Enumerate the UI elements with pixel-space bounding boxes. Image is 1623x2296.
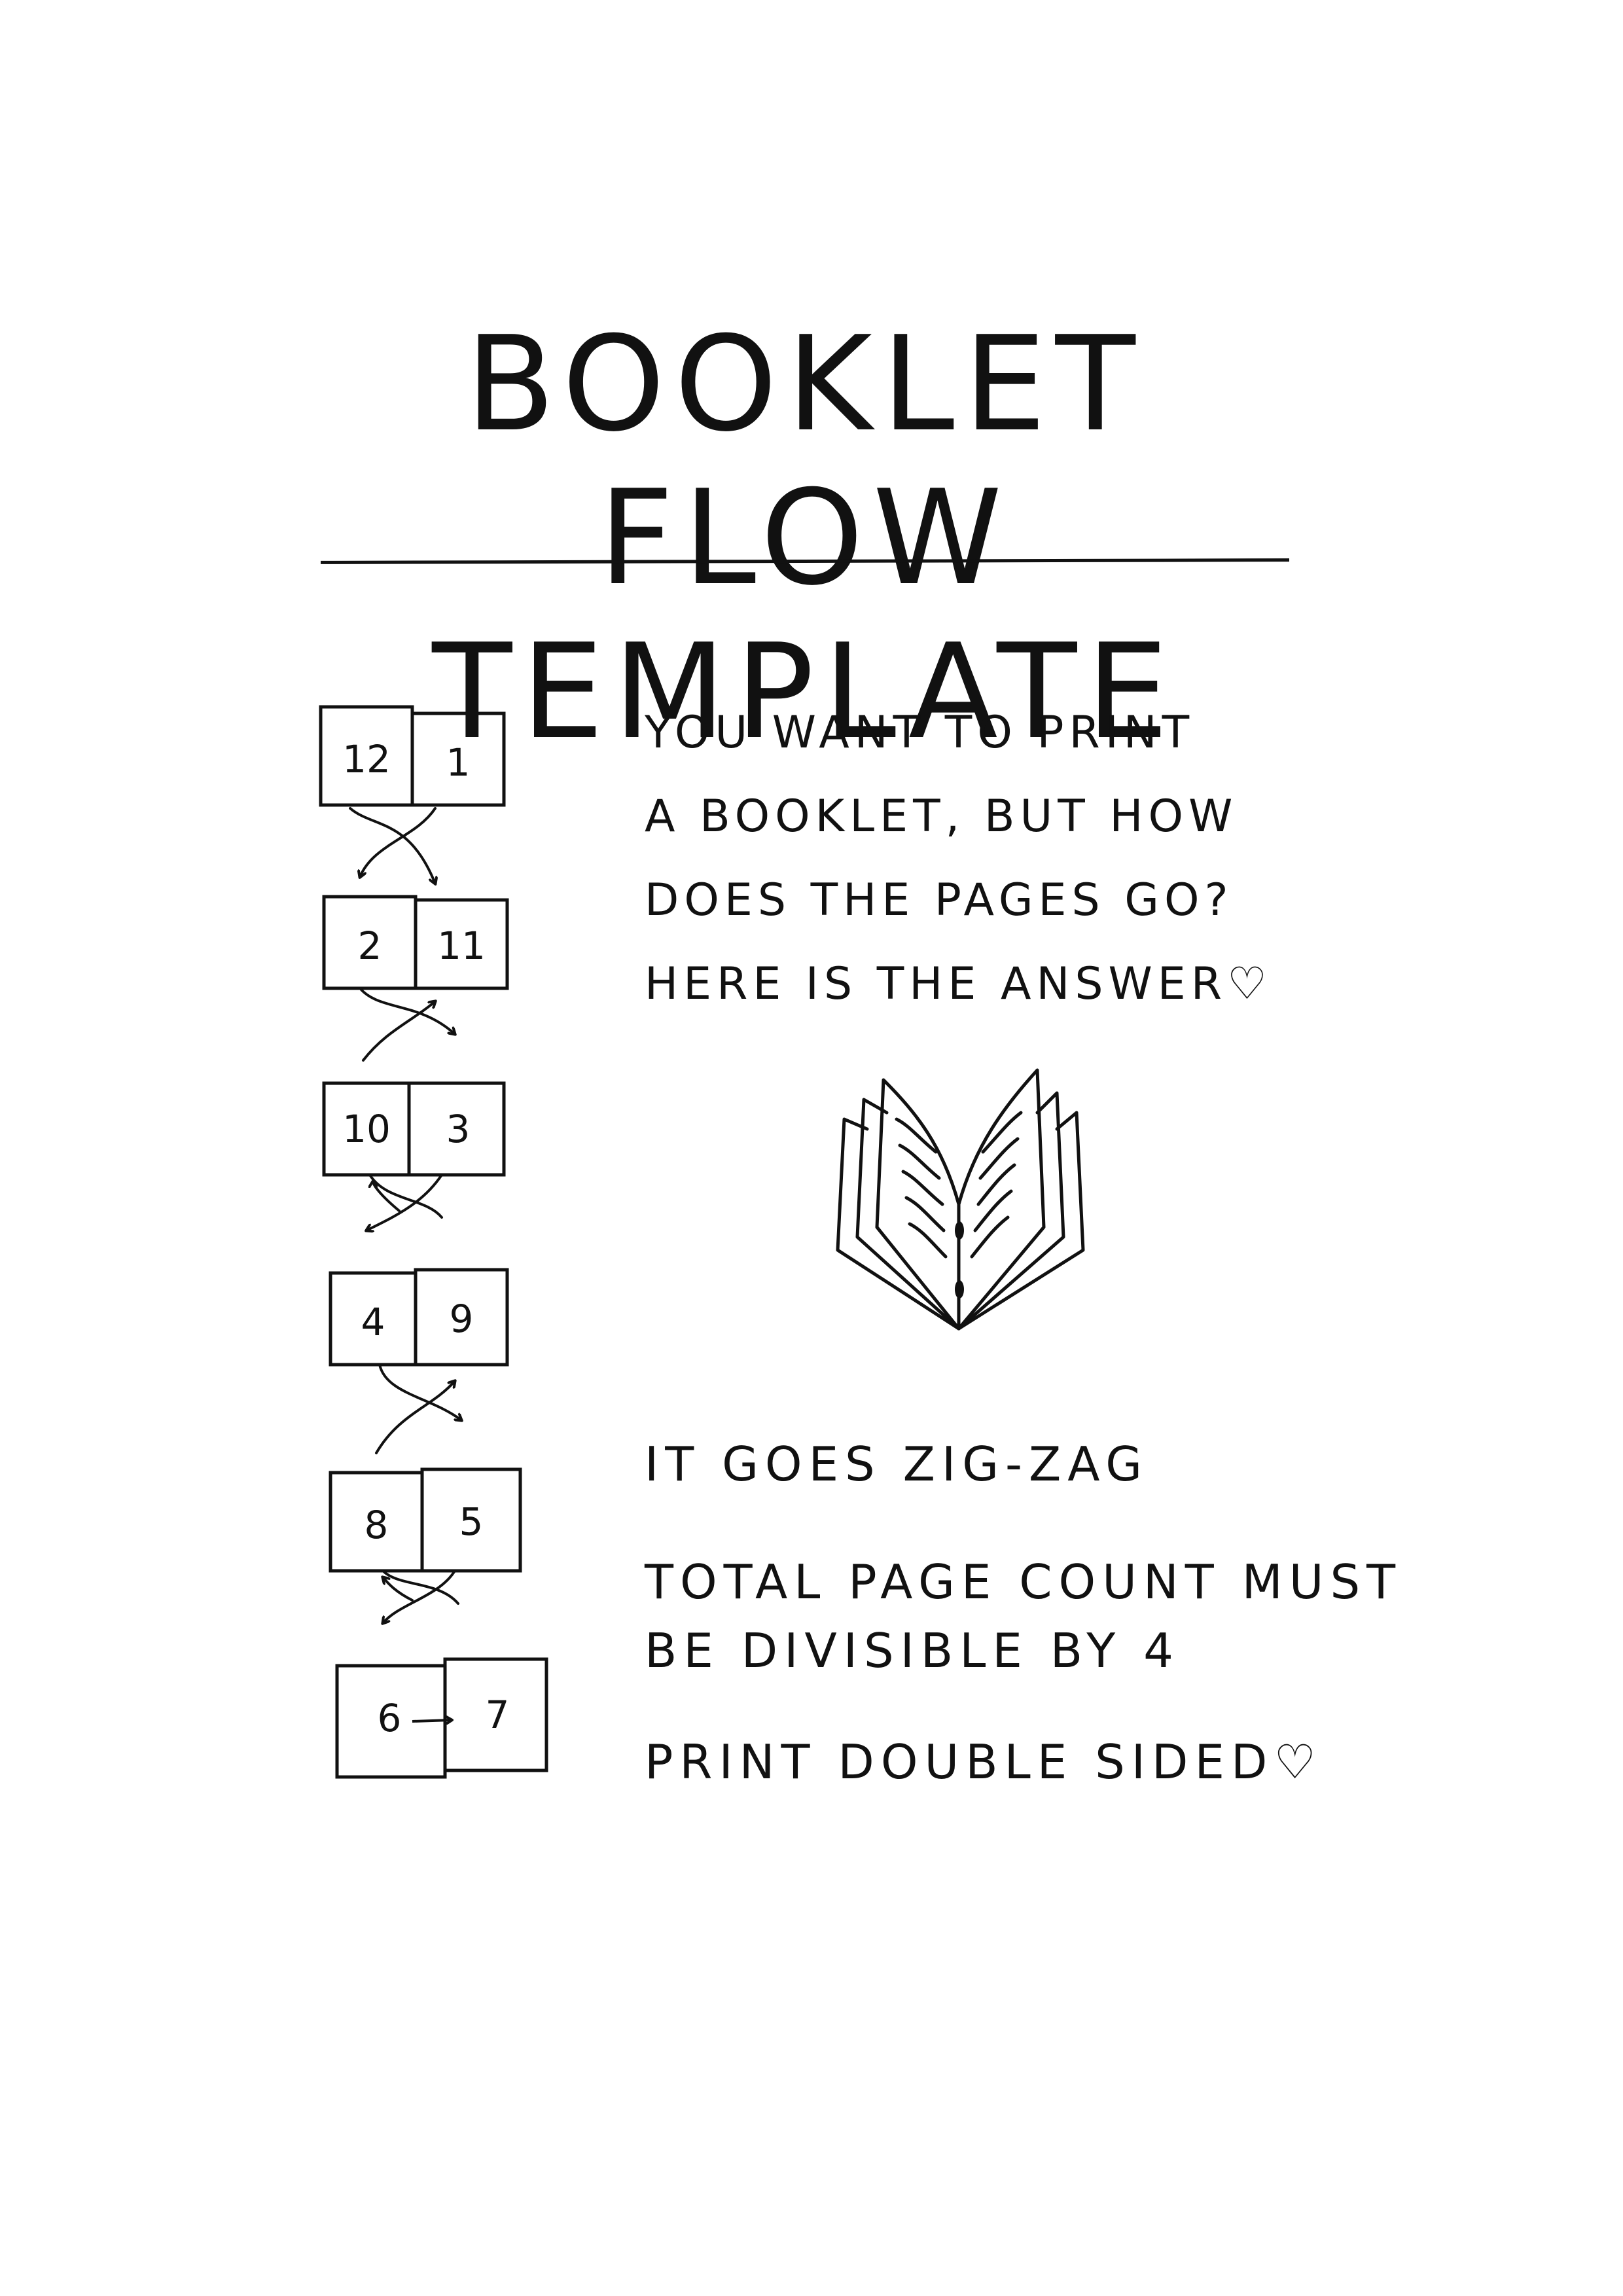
- spread-1-left-page: 12: [342, 737, 391, 781]
- title-line-1: BOOKLET FLOW: [465, 308, 1145, 615]
- spread-4-right-page: 9: [450, 1297, 474, 1341]
- spread-3-right-page: 3: [446, 1107, 471, 1151]
- intro-line-3: DOES THE PAGES GO?: [645, 874, 1234, 926]
- title-line-2: TEMPLATE: [432, 616, 1178, 768]
- spread-6-left-page: 6: [378, 1696, 402, 1740]
- instructions: IT GOES ZIG-ZAG TOTAL PAGE COUNT MUST BE…: [645, 1437, 1402, 1806]
- spread-4-left-page: 4: [361, 1300, 385, 1344]
- page-title: BOOKLET FLOW TEMPLATE: [314, 308, 1296, 769]
- note-page-count: TOTAL PAGE COUNT MUST: [645, 1554, 1402, 1609]
- note-double-sided: PRINT DOUBLE SIDED♡: [645, 1734, 1323, 1789]
- spread-5-left-page: 8: [365, 1503, 389, 1547]
- spread-2: 2 11: [322, 895, 509, 990]
- note-divisible: BE DIVISIBLE BY 4: [645, 1623, 1180, 1678]
- spread-5: 8 5: [329, 1467, 522, 1573]
- spread-3: 10 3: [322, 1081, 506, 1177]
- intro-line-1: YOU WANT TO PRINT: [645, 707, 1195, 759]
- flow-svg: 12 1 2 11 10 3 4 9 8 5: [319, 705, 548, 1779]
- note-zig-zag: IT GOES ZIG-ZAG: [645, 1437, 1149, 1492]
- spread-1: 12 1: [319, 705, 506, 807]
- booklet-flow-diagram: 12 1 2 11 10 3 4 9 8 5: [301, 687, 576, 1865]
- intro-text: YOU WANT TO PRINT A BOOKLET, BUT HOW DOE…: [645, 707, 1364, 1042]
- spread-3-left-page: 10: [342, 1107, 391, 1151]
- spread-2-right-page: 11: [437, 924, 486, 968]
- arrow-icon: [412, 1720, 452, 1721]
- spread-6: 6 7: [335, 1657, 548, 1779]
- spread-2-left-page: 2: [358, 924, 382, 968]
- spread-5-right-page: 5: [459, 1499, 484, 1544]
- spread-6-right-page: 7: [486, 1693, 510, 1737]
- spread-1-right-page: 1: [446, 740, 471, 785]
- intro-line-2: A BOOKLET, BUT HOW: [645, 791, 1238, 842]
- crossing-arrows-icon: [349, 807, 461, 1623]
- spread-4: 4 9: [329, 1268, 509, 1367]
- open-book-icon: [831, 1041, 1093, 1344]
- intro-line-4: HERE IS THE ANSWER♡: [645, 958, 1272, 1010]
